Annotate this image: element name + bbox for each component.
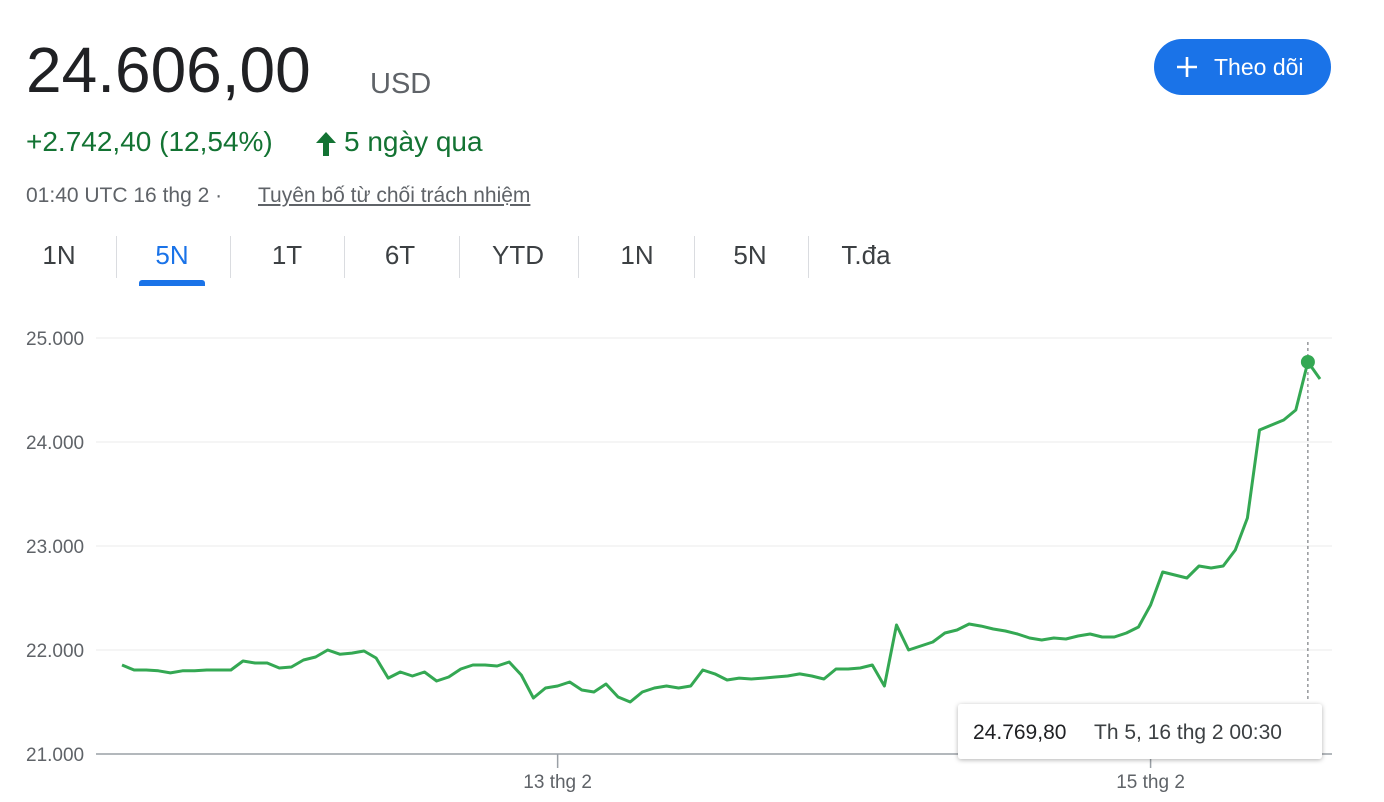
x-tick-label: 15 thg 2 (1116, 772, 1185, 793)
tab[interactable]: YTD (492, 240, 544, 270)
tab-separator (808, 236, 809, 278)
timestamp: 01:40 UTC 16 thg 2 · (26, 184, 223, 207)
tab[interactable]: 6T (384, 240, 416, 270)
y-tick-label: 23.000 (26, 537, 84, 558)
period: 5 ngày qua (344, 126, 483, 157)
tab[interactable]: 5N (155, 240, 189, 270)
tooltip-date: Th 5, 16 thg 2 00:30 (1094, 721, 1282, 744)
tab[interactable]: 5N (733, 240, 767, 270)
price: 24.606,00 (26, 34, 311, 106)
y-tick-label: 21.000 (26, 745, 84, 766)
x-tick-label: 13 thg 2 (523, 772, 592, 793)
y-tick-label: 24.000 (26, 433, 84, 454)
price-line (121, 360, 1322, 704)
tab-separator (693, 236, 695, 278)
up-arrow (316, 132, 336, 156)
disclaimer-link[interactable]: Tuyên bố từ chối trách nhiệm (258, 184, 531, 207)
follow-button[interactable]: Theo dõi (1154, 39, 1331, 95)
tab[interactable]: 1T (271, 240, 303, 270)
follow-label: Theo dõi (1214, 54, 1304, 80)
tab-separator (343, 236, 345, 278)
tab-separator (459, 236, 460, 278)
tab-underline (139, 280, 205, 286)
tooltip-box (958, 704, 1322, 759)
chart: 21.000 22.000 23.000 24.000 25.000 13 thg 2 15… (26, 329, 1332, 793)
plus-icon (1177, 57, 1197, 77)
y-tick-label: 25.000 (26, 329, 84, 350)
tab[interactable]: T.đa (841, 240, 891, 270)
tab-separator (115, 236, 117, 278)
y-tick-label: 22.000 (26, 641, 84, 662)
tab-separator (229, 236, 231, 278)
currency: USD (370, 68, 432, 100)
tab[interactable]: 1N (42, 240, 76, 270)
hover-point (1300, 354, 1315, 369)
change: +2.742,40 (12,54%) (26, 126, 273, 157)
tab[interactable]: 1N (620, 240, 654, 270)
tab-separator (577, 236, 579, 278)
tooltip-value: 24.769,80 (973, 721, 1066, 744)
